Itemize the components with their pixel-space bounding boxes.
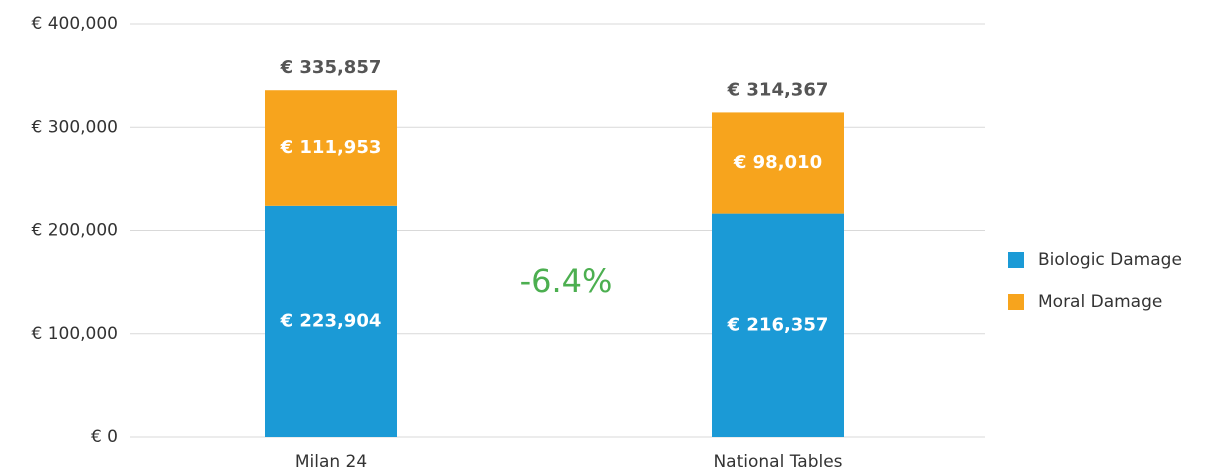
y-tick-label: € 300,000: [31, 117, 118, 137]
y-tick-label: € 400,000: [31, 14, 118, 34]
total-label: € 314,367: [727, 79, 829, 100]
legend-swatch: [1008, 294, 1024, 310]
annotation: -6.4%: [520, 262, 613, 300]
legend-label: Moral Damage: [1038, 292, 1162, 312]
bar-segment: [265, 90, 397, 206]
value-label: € 98,010: [733, 152, 822, 173]
y-tick-label: € 100,000: [31, 324, 118, 344]
legend-swatch: [1008, 252, 1024, 268]
value-label: € 111,953: [280, 137, 382, 158]
x-tick-label: Milan 24: [295, 452, 367, 472]
x-tick-label: National Tables: [713, 452, 842, 472]
bar-segment: [712, 112, 844, 214]
bar-segment: [712, 213, 844, 437]
total-label: € 335,857: [280, 57, 382, 78]
value-label: € 216,357: [727, 314, 829, 335]
y-tick-label: € 200,000: [31, 221, 118, 241]
y-tick-label: € 0: [91, 427, 118, 447]
legend-label: Biologic Damage: [1038, 250, 1182, 270]
bar-segment: [265, 205, 397, 437]
value-label: € 223,904: [280, 310, 382, 331]
